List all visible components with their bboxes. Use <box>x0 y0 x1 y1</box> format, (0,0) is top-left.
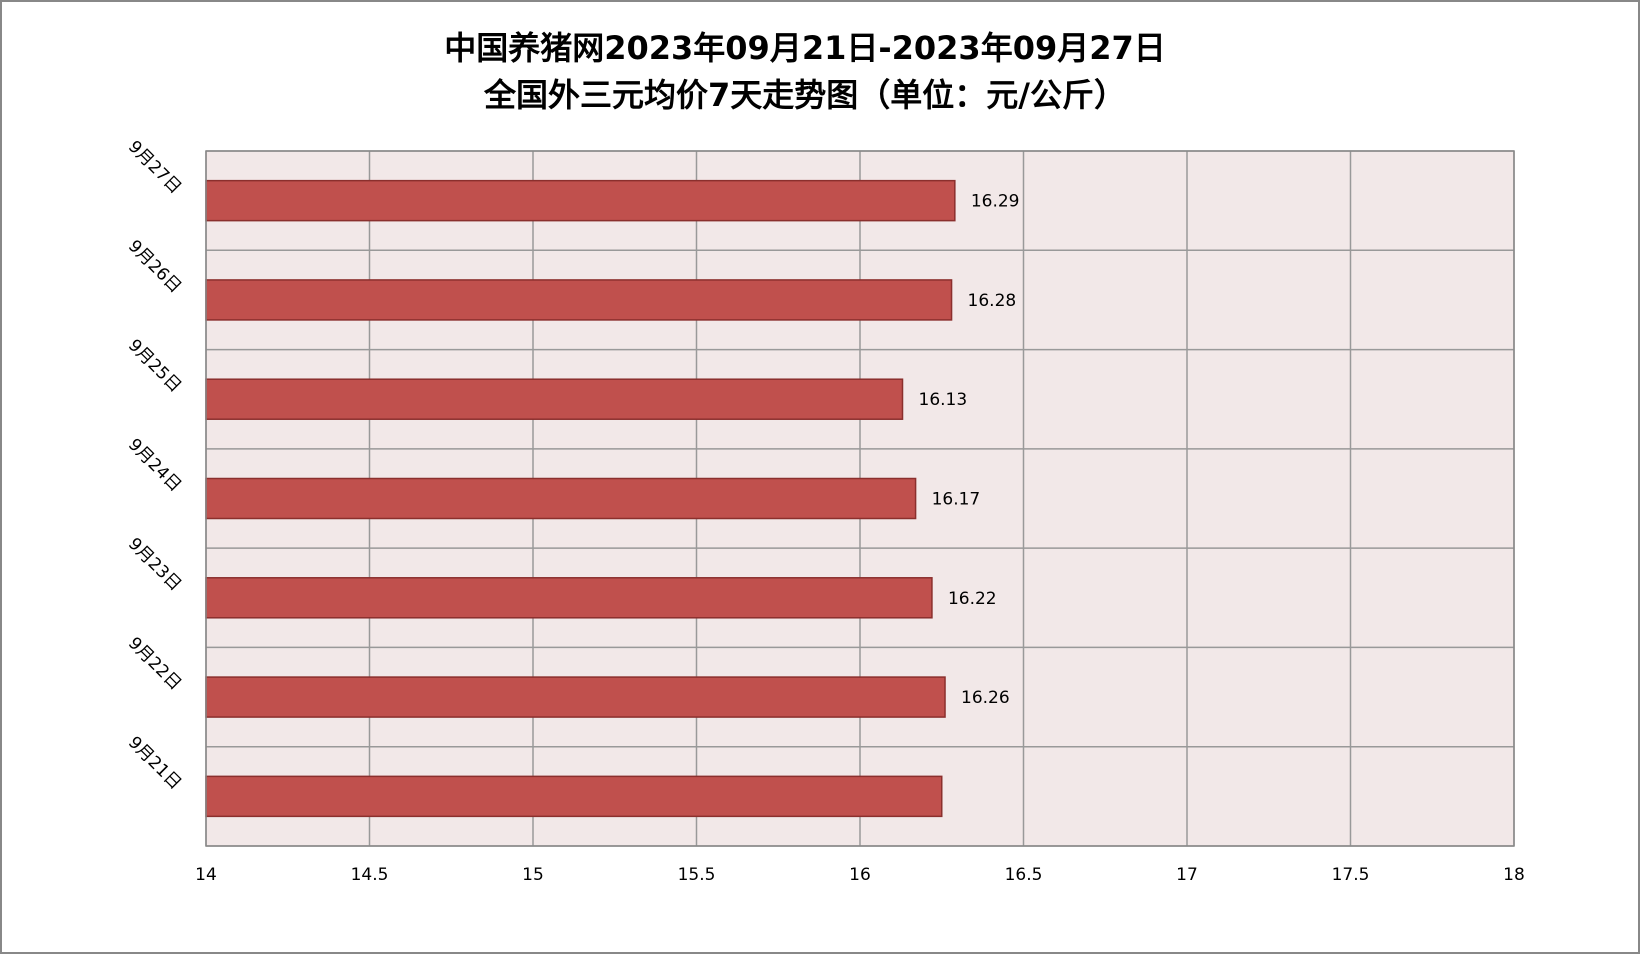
bar <box>205 179 956 222</box>
value-label: 16.29 <box>971 192 1020 212</box>
x-tick-label: 15 <box>522 865 544 885</box>
x-tick-label: 14.5 <box>351 865 389 885</box>
value-label: 16.13 <box>919 390 968 410</box>
bar <box>205 477 917 520</box>
bar <box>205 279 953 321</box>
x-tick-label: 16.5 <box>1005 865 1043 885</box>
bar <box>205 577 933 619</box>
value-label: 16.17 <box>932 490 981 510</box>
value-label: 16.26 <box>961 688 1010 708</box>
bar <box>205 775 943 818</box>
value-label: 16.22 <box>948 589 997 609</box>
x-tick-label: 14 <box>195 865 217 885</box>
x-tick-label: 17 <box>1176 865 1198 885</box>
x-tick-label: 15.5 <box>678 865 716 885</box>
chart-title: 中国养猪网2023年09月21日-2023年09月27日 <box>444 29 1166 67</box>
x-tick-label: 17.5 <box>1332 865 1370 885</box>
x-tick-label: 16 <box>849 865 871 885</box>
x-tick-label: 18 <box>1503 865 1525 885</box>
plot-border <box>205 150 1515 847</box>
value-label: 16.28 <box>968 291 1017 311</box>
bar <box>205 378 904 420</box>
bar <box>205 676 946 718</box>
chart-title: 全国外三元均价7天走势图（单位：元/公斤） <box>483 76 1126 114</box>
